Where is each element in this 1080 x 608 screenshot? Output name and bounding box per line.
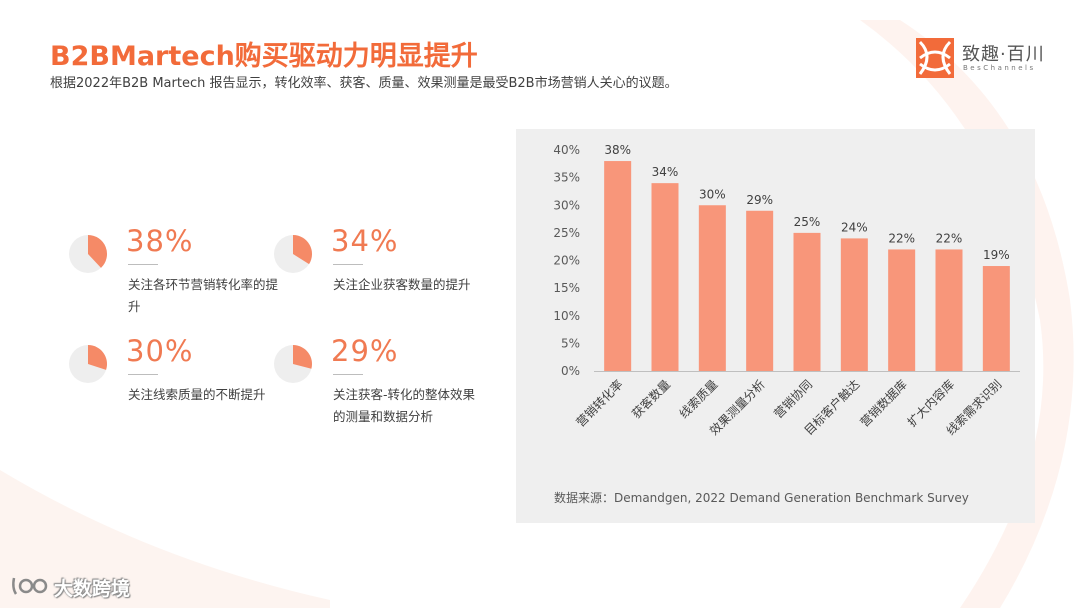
stat-card-lead-quality: 30% 关注线索质量的不断提升: [68, 334, 268, 434]
bar: [840, 238, 868, 371]
divider: [333, 374, 363, 375]
pie-icon: [69, 235, 108, 273]
stat-description: 关注线索质量的不断提升: [128, 387, 266, 402]
data-label: 34%: [652, 165, 679, 179]
logo-name-en: BesChannels: [963, 64, 1036, 72]
stat-description: 关注各环节营销转化率的提升: [128, 277, 279, 314]
stat-description: 关注企业获客数量的提升: [333, 277, 471, 292]
stat-value: 30%: [126, 334, 194, 368]
bar: [793, 232, 821, 371]
x-tick-label: 营销转化率: [573, 377, 626, 430]
logo-name-cn: 致趣·百川: [962, 44, 1045, 65]
data-label: 38%: [604, 143, 631, 157]
chart-source: 数据来源：Demandgen, 2022 Demand Generation B…: [554, 491, 969, 505]
pie-icon: [274, 345, 312, 383]
x-tick-label: 营销数据库: [857, 377, 910, 430]
data-label: 22%: [936, 231, 963, 245]
x-tick-label: 获客数量: [629, 377, 674, 422]
y-tick-label: 5%: [561, 336, 580, 350]
data-label: 22%: [888, 231, 915, 245]
y-tick-label: 30%: [553, 198, 580, 212]
pie-slice: [88, 345, 107, 370]
y-tick-label: 20%: [553, 254, 580, 268]
data-label: 29%: [746, 193, 773, 207]
bar: [698, 205, 726, 371]
x-tick-label: 线索质量: [677, 377, 721, 421]
data-label: 24%: [841, 220, 868, 234]
divider: [128, 374, 158, 375]
bar: [746, 210, 774, 371]
chart-panel: 0% 5% 10% 15% 20% 25% 30% 35% 40% 38% 营销转化率 34% 获客数量…: [516, 129, 1035, 523]
pie-icon: [69, 345, 107, 383]
pie-slice: [293, 345, 312, 369]
stat-value: 38%: [126, 224, 194, 258]
x-tick-label: 营销协同: [771, 377, 816, 422]
stat-card-acquisition: 34% 关注企业获客数量的提升: [273, 224, 473, 324]
logo-mark-icon: [916, 38, 954, 78]
bar: [604, 161, 632, 371]
y-tick-label: 0%: [561, 364, 580, 378]
data-label: 19%: [983, 248, 1010, 262]
bar: [651, 183, 679, 371]
watermark-text: 大数跨境: [54, 578, 131, 600]
bar: [935, 249, 963, 371]
data-label: 25%: [794, 215, 821, 229]
page-subtitle: 根据2022年B2B Martech 报告显示，转化效率、获客、质量、效果测量是…: [50, 76, 678, 91]
y-tick-label: 10%: [553, 309, 580, 323]
pie-slice: [293, 235, 312, 265]
pie-slice: [88, 235, 108, 268]
stat-description: 关注获客-转化的整体效果的测量和数据分析: [333, 387, 476, 424]
divider: [333, 264, 363, 265]
page-title: B2BMartech购买驱动力明显提升: [50, 41, 478, 72]
bar-chart: 0% 5% 10% 15% 20% 25% 30% 35% 40% 38% 营销转化率 34% 获客数量…: [553, 143, 1020, 438]
y-tick-label: 35%: [553, 171, 580, 185]
bar: [982, 266, 1010, 371]
data-label: 30%: [699, 187, 726, 201]
watermark-logo-icon: [12, 577, 48, 595]
stat-value: 34%: [331, 224, 399, 258]
brand-logo: 致趣·百川 BesChannels: [916, 38, 1046, 80]
bar: [888, 249, 916, 371]
divider: [128, 264, 158, 265]
y-tick-label: 25%: [553, 226, 580, 240]
y-tick-label: 15%: [553, 281, 580, 295]
y-tick-label: 40%: [553, 143, 580, 157]
stat-value: 29%: [331, 334, 399, 368]
stat-card-measurement: 29% 关注获客-转化的整体效果的测量和数据分析: [273, 334, 475, 434]
stat-card-conversion: 38% 关注各环节营销转化率的提升: [68, 224, 278, 324]
pie-icon: [274, 235, 312, 273]
